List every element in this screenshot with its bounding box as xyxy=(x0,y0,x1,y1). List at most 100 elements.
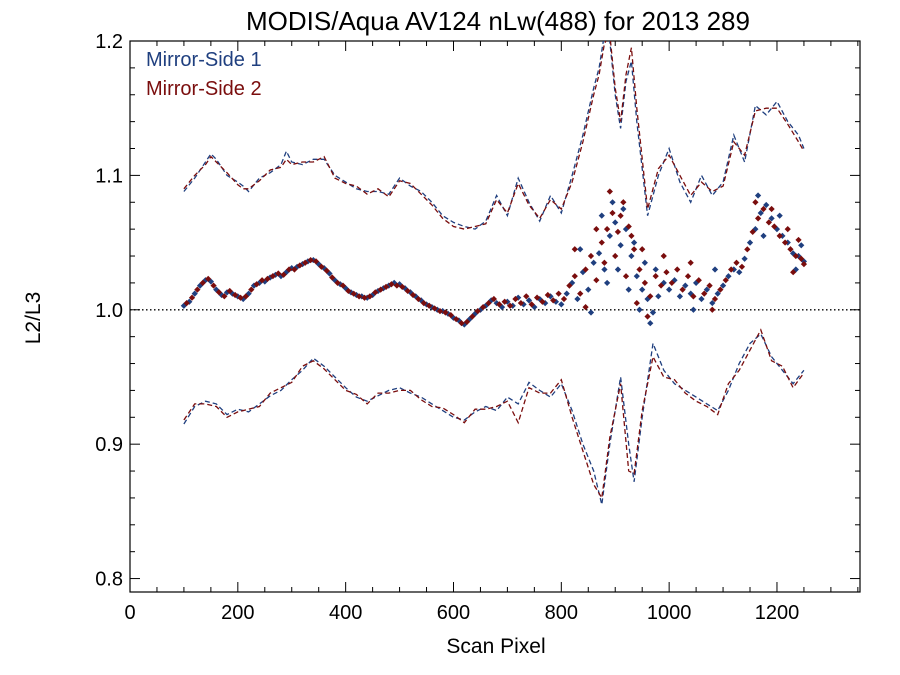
series-1-point xyxy=(676,293,684,300)
series-1-point xyxy=(641,259,648,266)
series-2-point xyxy=(701,290,708,297)
series-1-point xyxy=(585,286,592,293)
series-2-point xyxy=(601,259,608,266)
series-2-point xyxy=(617,212,624,219)
series-2-point xyxy=(307,256,314,264)
series-2-point xyxy=(598,239,605,246)
series-2-point xyxy=(606,188,613,195)
series-2-point xyxy=(622,273,630,280)
series-2-point xyxy=(663,269,670,276)
series-1-point xyxy=(598,212,605,219)
series-2-point xyxy=(361,294,368,301)
series-1-point xyxy=(760,232,767,239)
series-2-point xyxy=(795,236,802,244)
y-tick-label: 1.1 xyxy=(95,165,123,187)
series-2-point xyxy=(571,273,578,280)
series-2-point xyxy=(639,246,646,253)
y-tick-label: 1.0 xyxy=(95,300,123,322)
series-2-point xyxy=(485,299,492,307)
series-2-point xyxy=(644,313,651,320)
series-2-point xyxy=(728,266,735,273)
series-2-lower-envelope xyxy=(183,328,805,500)
series-2-point xyxy=(296,262,303,269)
series-2-point xyxy=(636,266,643,273)
series-2-point xyxy=(426,302,433,309)
plot-area: 0 200 400 600 800 1000 1200 0.8 0.9 1.0 1.1 1.2 xyxy=(95,31,861,624)
series-2-point xyxy=(792,252,799,260)
series-2-point xyxy=(183,299,190,307)
series-1-point xyxy=(633,273,640,280)
series-1-point xyxy=(601,266,608,273)
legend-label-series-1: Mirror-Side 1 xyxy=(146,49,262,71)
series-2-point xyxy=(232,291,239,299)
series-2-point xyxy=(593,277,600,284)
series-2-point xyxy=(620,199,627,206)
series-1-point xyxy=(563,290,570,297)
series-1-point xyxy=(574,295,581,303)
data-layer xyxy=(180,41,808,505)
y-tick-label: 1.2 xyxy=(95,31,123,53)
series-2-point xyxy=(474,308,481,315)
series-1-point xyxy=(609,199,616,206)
series-2-point xyxy=(388,281,395,288)
series-2-point xyxy=(447,312,454,319)
series-2-point xyxy=(555,290,562,297)
series-2-point xyxy=(706,282,713,289)
series-2-point xyxy=(603,226,611,233)
series-2-point xyxy=(501,298,508,305)
series-1-upper-envelope xyxy=(183,41,805,230)
series-1-point xyxy=(736,269,743,276)
series-2-point xyxy=(768,205,775,213)
series-2-point xyxy=(334,279,341,286)
series-1-point xyxy=(682,282,689,289)
series-2-point xyxy=(660,252,667,260)
series-1-point xyxy=(714,290,721,297)
series-1-point xyxy=(655,293,662,300)
series-1-point xyxy=(776,212,783,219)
series-2-point xyxy=(458,320,465,327)
series-2-point xyxy=(242,293,249,300)
x-axis-label: Scan Pixel xyxy=(446,635,545,658)
series-1-point xyxy=(652,266,659,273)
series-1-point xyxy=(711,266,719,273)
series-2-point xyxy=(528,301,535,308)
series-1-point xyxy=(587,309,595,316)
series-2-point xyxy=(577,290,584,297)
series-2-point xyxy=(628,232,635,239)
series-2-point xyxy=(614,228,622,235)
series-2-point xyxy=(587,252,595,260)
series-1-point xyxy=(558,301,565,308)
series-2-upper-envelope xyxy=(183,41,805,230)
series-1-point xyxy=(690,306,697,313)
series-2-point xyxy=(684,273,692,280)
series-2-point xyxy=(687,259,694,266)
series-2-point xyxy=(544,291,551,299)
series-1-point xyxy=(614,266,622,273)
plot-frame xyxy=(129,40,861,593)
series-1-point xyxy=(625,286,632,293)
series-1-point xyxy=(754,192,762,199)
series-1-point xyxy=(741,255,748,262)
series-2-point xyxy=(582,303,589,311)
series-2-point xyxy=(345,287,352,295)
y-axis-label: L2/L3 xyxy=(22,292,45,345)
series-1-point xyxy=(666,286,673,293)
series-2-point xyxy=(339,282,347,289)
series-2-point xyxy=(280,271,287,278)
series-1-point xyxy=(639,286,646,293)
x-tick-label: 0 xyxy=(124,602,135,624)
series-2-point xyxy=(512,295,519,303)
series-2-point xyxy=(237,294,244,301)
series-1-point xyxy=(725,273,732,280)
series-2-point xyxy=(733,259,740,266)
series-1-point xyxy=(628,252,635,260)
series-2-point xyxy=(752,199,759,206)
series-2-point xyxy=(318,263,325,270)
series-2-point xyxy=(194,286,201,293)
x-tick-label: 200 xyxy=(221,602,254,624)
series-2-point xyxy=(264,275,271,282)
series-2-point xyxy=(533,294,541,301)
y-tick-label: 0.9 xyxy=(95,434,123,456)
series-2-point xyxy=(221,293,228,300)
